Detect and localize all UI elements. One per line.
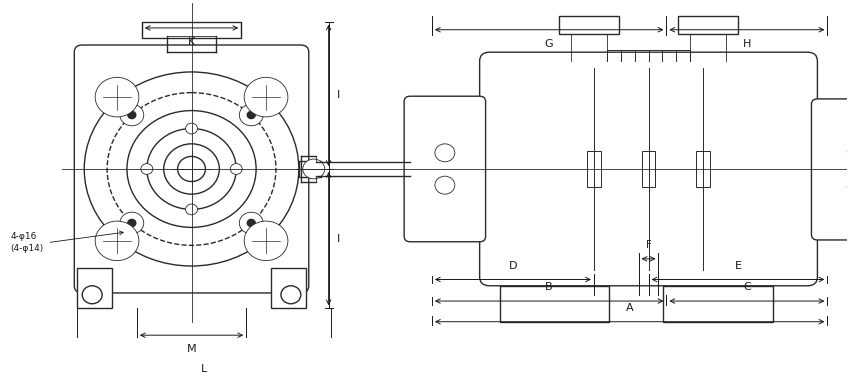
Circle shape bbox=[240, 212, 264, 234]
FancyBboxPatch shape bbox=[404, 96, 485, 242]
Circle shape bbox=[247, 219, 255, 226]
Bar bbox=[696, 151, 710, 187]
Text: G: G bbox=[545, 39, 553, 49]
FancyBboxPatch shape bbox=[479, 52, 818, 286]
Circle shape bbox=[107, 93, 276, 245]
Circle shape bbox=[127, 110, 256, 228]
Text: 4-φ16: 4-φ16 bbox=[11, 232, 37, 241]
Circle shape bbox=[435, 144, 455, 162]
Bar bbox=[678, 16, 738, 34]
Text: C: C bbox=[743, 282, 751, 292]
Bar bbox=[559, 16, 619, 34]
Circle shape bbox=[120, 104, 144, 126]
Text: D: D bbox=[508, 260, 517, 270]
Circle shape bbox=[128, 219, 136, 226]
Circle shape bbox=[244, 221, 288, 261]
Circle shape bbox=[185, 123, 197, 134]
Text: B: B bbox=[546, 282, 553, 292]
Text: F: F bbox=[646, 240, 651, 250]
Text: H: H bbox=[743, 39, 751, 49]
Circle shape bbox=[240, 104, 264, 126]
Text: A: A bbox=[626, 303, 633, 313]
Text: K: K bbox=[188, 37, 196, 47]
Bar bbox=[77, 268, 112, 308]
Bar bbox=[142, 22, 241, 38]
Text: (4-φ14): (4-φ14) bbox=[11, 244, 44, 253]
Bar bbox=[587, 151, 601, 187]
Bar bbox=[299, 161, 320, 177]
Text: E: E bbox=[734, 260, 741, 270]
Circle shape bbox=[303, 159, 325, 179]
Bar bbox=[271, 268, 306, 308]
Circle shape bbox=[281, 286, 301, 304]
Circle shape bbox=[435, 176, 455, 194]
FancyBboxPatch shape bbox=[74, 45, 309, 293]
Circle shape bbox=[141, 164, 153, 175]
Circle shape bbox=[147, 129, 236, 209]
Circle shape bbox=[120, 212, 144, 234]
Circle shape bbox=[230, 164, 242, 175]
Circle shape bbox=[185, 204, 197, 215]
Circle shape bbox=[164, 144, 219, 194]
Circle shape bbox=[128, 112, 136, 119]
Circle shape bbox=[95, 77, 139, 117]
Text: I: I bbox=[337, 233, 340, 244]
Text: M: M bbox=[187, 344, 196, 354]
Circle shape bbox=[847, 142, 850, 160]
FancyBboxPatch shape bbox=[812, 99, 850, 240]
Bar bbox=[664, 286, 773, 322]
Circle shape bbox=[84, 72, 299, 266]
Bar bbox=[500, 286, 609, 322]
Bar bbox=[642, 151, 655, 187]
Circle shape bbox=[847, 178, 850, 196]
Text: L: L bbox=[201, 364, 207, 373]
Text: I: I bbox=[337, 90, 340, 100]
Circle shape bbox=[82, 286, 102, 304]
Circle shape bbox=[247, 112, 255, 119]
Circle shape bbox=[178, 156, 206, 182]
Circle shape bbox=[244, 77, 288, 117]
Circle shape bbox=[95, 221, 139, 261]
